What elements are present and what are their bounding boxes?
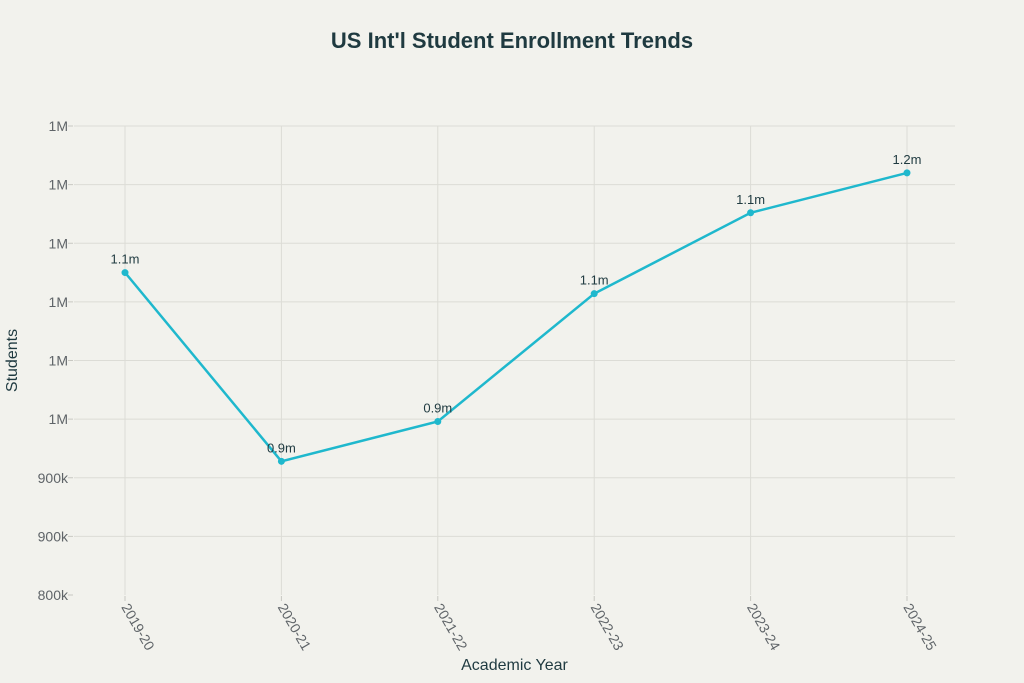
x-tick-label: 2021-22 xyxy=(431,601,471,654)
series-line xyxy=(124,171,908,463)
x-tick-label: 2019-20 xyxy=(118,601,158,654)
data-label: 1.1m xyxy=(580,273,609,288)
y-tick-label: 1M xyxy=(49,411,68,427)
chart-title: US Int'l Student Enrollment Trends xyxy=(330,28,694,53)
x-tick-label: 2020-21 xyxy=(275,601,315,654)
y-tick-label: 1M xyxy=(49,353,68,369)
y-tick-label: 1M xyxy=(49,177,68,193)
data-point xyxy=(277,457,285,465)
x-tick-label: 2024-25 xyxy=(900,601,940,654)
x-tick-label: 2023-24 xyxy=(744,601,784,654)
y-tick-label: 900k xyxy=(38,470,69,486)
y-tick-label: 1M xyxy=(49,235,68,251)
y-tick-label: 800k xyxy=(38,587,69,603)
data-point xyxy=(747,209,755,217)
data-point xyxy=(121,269,129,277)
y-tick-label: 900k xyxy=(38,528,69,544)
data-point xyxy=(903,169,911,177)
y-tick-label: 1M xyxy=(49,118,68,134)
data-label: 0.9m xyxy=(267,440,296,455)
y-tick-label: 1M xyxy=(49,294,68,310)
data-label: 1.1m xyxy=(736,192,765,207)
data-label: 1.1m xyxy=(111,252,140,267)
x-tick-label: 2022-23 xyxy=(588,601,628,654)
data-label: 1.2m xyxy=(893,152,922,167)
data-point xyxy=(590,290,598,298)
y-axis-title: Students xyxy=(4,329,21,392)
x-axis-title: Academic Year xyxy=(461,657,568,674)
data-point xyxy=(434,417,442,425)
data-label: 0.9m xyxy=(423,400,452,415)
